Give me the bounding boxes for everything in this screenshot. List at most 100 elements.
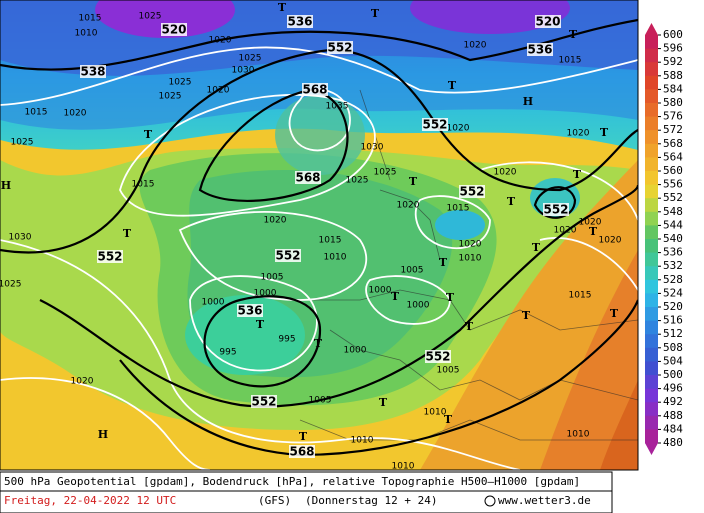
geopotential-label-bg [425,350,451,363]
colorbar-segment [645,266,658,281]
pressure-label: 1020 [464,41,487,51]
low-marker: T [446,291,455,304]
colorbar-segment [645,293,658,308]
isobars [0,46,638,470]
colorbar-label: 552 [663,191,683,204]
pressure-label: 1010 [459,254,482,264]
pressure-label: 1000 [369,286,392,296]
low-marker: T [371,7,380,20]
low-marker: T [144,128,153,141]
colorbar-label: 536 [663,246,683,259]
colorbar-segment [645,347,658,362]
colorbar-segment [645,89,658,104]
colorbar-label: 480 [663,436,683,449]
caption-box [0,471,613,513]
geopotential-label-bg [543,203,569,216]
colorbar-label: 592 [663,55,683,68]
geopotential-label: 536 [527,43,552,57]
colorbar-segment [645,279,658,294]
pressure-label: 1015 [447,204,470,214]
pressure-label: 1015 [569,291,592,301]
pressure-label: 1005 [309,396,332,406]
pressure-label: 1010 [75,29,98,39]
colorbar-segment [645,415,658,430]
geopotential-label: 552 [327,41,352,55]
colorbar-segment [645,429,658,444]
colorbar-segment [645,116,658,131]
geopotential-label-bg [80,65,106,78]
pressure-label: 1030 [361,143,384,153]
low-marker: T [448,79,457,92]
caption-model: (GFS) [258,494,291,507]
pressure-label: 1030 [9,233,32,243]
colorbar-label: 560 [663,164,683,177]
geopotential-label: 520 [161,23,186,37]
pressure-label: 1020 [579,218,602,228]
colorbar-segment [645,184,658,199]
colorbar-segment [645,171,658,186]
geopotential-label: 568 [295,171,320,185]
pressure-label: 1020 [567,129,590,139]
caption-date: Freitag, 22-04-2022 12 UTC [4,494,176,507]
colorbar-segment [645,157,658,172]
colorbar-label: 516 [663,314,683,327]
pressure-label: 1025 [11,138,34,148]
colorbar-label: 512 [663,327,683,340]
colorbar-label: 580 [663,96,683,109]
pressure-label: 1010 [424,408,447,418]
pressure-label: 1020 [494,168,517,178]
high-marker: H [1,179,11,192]
low-marker: T [522,309,531,322]
pressure-label: 1005 [437,366,460,376]
low-marker: T [600,126,609,139]
colorbar-label: 528 [663,273,683,286]
low-marker: T [589,225,598,238]
colorbar-label: 596 [663,42,683,55]
low-marker: T [439,256,448,269]
pressure-label: 1000 [254,289,277,299]
pressure-label: 1010 [351,436,374,446]
low-marker: T [278,1,287,14]
low-marker: T [444,413,453,426]
pressure-label: 1005 [261,273,284,283]
geopotential-label-bg [97,250,123,263]
low-marker: T [573,168,582,181]
geopotential-label: 552 [459,185,484,199]
pressure-label: 1025 [346,176,369,186]
pressure-label: 1020 [397,201,420,211]
low-marker: T [123,227,132,240]
colorbar-segment [645,198,658,213]
geopotential-label: 552 [97,250,122,264]
pressure-label: 1025 [239,54,262,64]
pressure-label: 1015 [319,236,342,246]
pressure-label: 1025 [139,12,162,22]
pressure-label: 1020 [209,36,232,46]
geopotential-label-bg [295,171,321,184]
low-marker: T [610,307,619,320]
geopotential-label-bg [275,249,301,262]
colorbar-segment [645,48,658,63]
colorbar-label: 532 [663,259,683,272]
colorbar-label: 492 [663,395,683,408]
colorbar-label: 508 [663,341,683,354]
colorbar-segment [645,375,658,390]
pressure-label: 995 [219,348,236,358]
pressure-label: 1025 [0,280,21,290]
geopotential-label-bg [302,83,328,96]
pressure-label: 1020 [71,377,94,387]
colorbar-segment [645,35,658,50]
pressure-label: 1020 [459,240,482,250]
pressure-label: 1020 [264,216,287,226]
low-marker: T [256,318,265,331]
colorbar-segment [645,361,658,376]
geopotential-label: 552 [275,249,300,263]
geopotential-label-bg [251,395,277,408]
geopotential-label-bg [527,43,553,56]
colorbar-label: 504 [663,354,683,367]
geopotential-label: 552 [543,203,568,217]
colorbar-label: 584 [663,82,683,95]
geopotential-label: 536 [237,304,262,318]
pressure-label: 1020 [64,109,87,119]
pressure-label: 1020 [554,226,577,236]
